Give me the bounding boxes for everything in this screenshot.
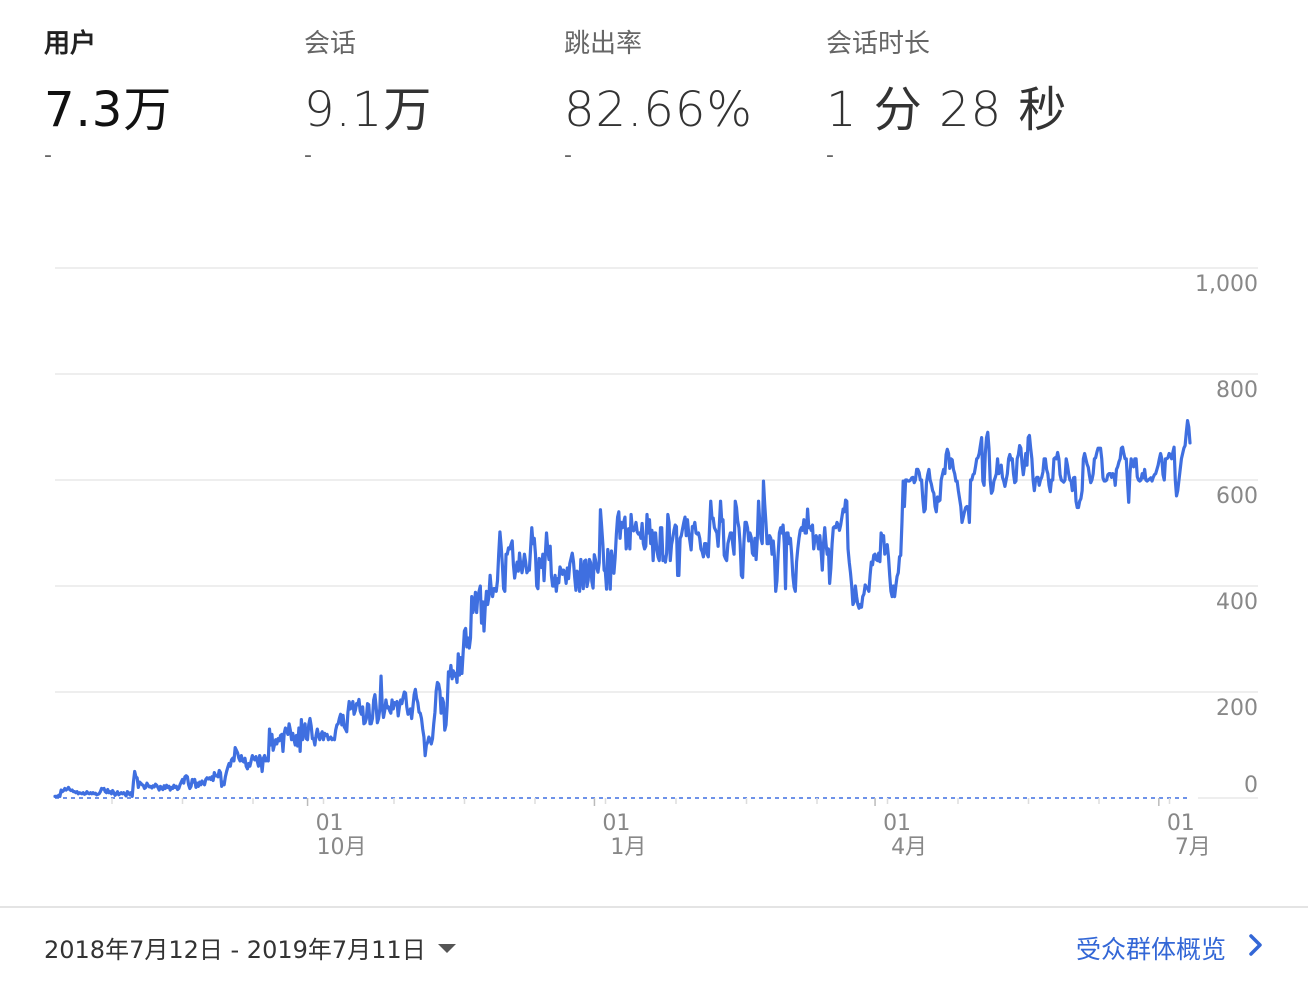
chart-footer: 2018年7月12日 - 2019年7月11日 受众群体概览 [0,906,1308,982]
metric-sessions-delta: - [304,143,312,168]
x-tick-day-label: 01 [1167,811,1195,836]
chart-y-axis: 0 200 400 600 800 1,000 [1195,272,1258,798]
metric-bounce-rate-value: 82.66% [564,82,754,138]
y-tick-label: 600 [1216,484,1258,509]
metric-session-duration[interactable]: 会话时长 1 分 28 秒 - [826,28,1076,168]
series-line-users [53,419,1192,799]
metric-bounce-rate[interactable]: 跳出率 82.66% - [564,28,814,168]
y-tick-label: 0 [1244,773,1258,798]
chevron-right-icon [1248,933,1264,963]
metric-users-label: 用户 [44,29,97,59]
x-tick-day-label: 01 [316,811,344,836]
x-tick-month-label: 1月 [610,835,646,860]
date-range-selector[interactable]: 2018年7月12日 - 2019年7月11日 [44,930,456,965]
metric-sessions-label: 会话 [304,29,357,59]
x-tick-day-label: 01 [602,811,630,836]
metric-session-duration-delta: - [826,143,834,168]
audience-overview-label: 受众群体概览 [1075,935,1226,964]
metric-summary: 用户 7.3万 - 会话 9.1万 - 跳出率 82.66% - 会话时长 1 … [0,0,1308,200]
audience-overview-link[interactable]: 受众群体概览 [1076,930,1264,966]
metric-bounce-rate-delta: - [564,143,572,168]
metric-session-duration-value: 1 分 28 秒 [826,82,1068,138]
metric-bounce-rate-label: 跳出率 [564,29,643,59]
metric-sessions[interactable]: 会话 9.1万 - [304,28,554,168]
y-tick-label: 800 [1216,378,1258,403]
metric-users[interactable]: 用户 7.3万 - [44,28,294,168]
y-tick-label: 400 [1216,590,1258,615]
chart-gridlines [55,267,1258,799]
chart-series [53,419,1192,799]
metric-sessions-value: 9.1万 [304,82,433,138]
x-tick-month-label: 4月 [891,835,927,860]
y-tick-label: 1,000 [1195,272,1258,297]
x-tick-day-label: 01 [883,811,911,836]
x-tick-month-label: 7月 [1175,835,1211,860]
caret-down-icon [437,944,456,953]
metric-session-duration-label: 会话时长 [826,29,931,59]
metric-users-value: 7.3万 [44,82,173,138]
metric-users-delta: - [44,143,52,168]
y-tick-label: 200 [1216,696,1258,721]
date-range-label: 2018年7月12日 - 2019年7月11日 [44,936,426,964]
x-tick-month-label: 10月 [317,835,367,860]
